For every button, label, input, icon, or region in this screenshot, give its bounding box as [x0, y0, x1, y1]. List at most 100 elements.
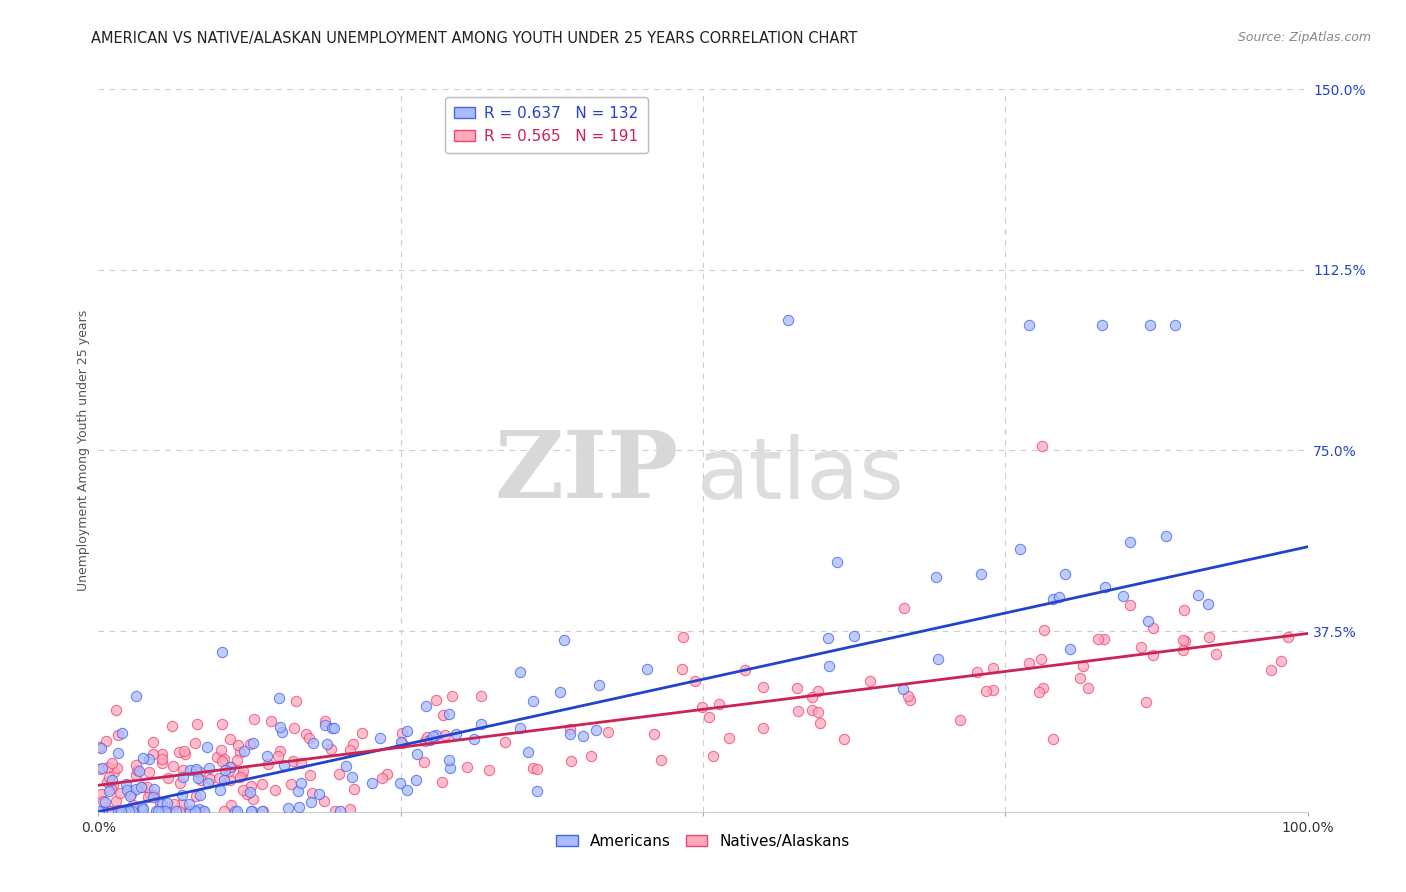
Point — [98, 784, 121, 798]
Point — [224, 804, 246, 818]
Point — [231, 768, 253, 782]
Point — [314, 714, 336, 728]
Point — [1077, 681, 1099, 696]
Point — [280, 777, 302, 791]
Point — [697, 710, 720, 724]
Point — [91, 804, 114, 818]
Point — [298, 731, 321, 746]
Point — [187, 771, 209, 785]
Point — [1136, 614, 1159, 628]
Point — [240, 804, 263, 818]
Point — [239, 737, 262, 751]
Point — [478, 764, 501, 778]
Point — [153, 804, 176, 818]
Point — [776, 313, 799, 327]
Point — [817, 631, 839, 645]
Point — [219, 760, 242, 774]
Point — [1173, 603, 1195, 617]
Point — [323, 721, 346, 735]
Point — [173, 747, 195, 761]
Point — [100, 773, 122, 788]
Point — [288, 800, 311, 814]
Point — [242, 736, 264, 750]
Point — [89, 739, 111, 754]
Point — [692, 700, 714, 714]
Point — [1087, 632, 1109, 647]
Point — [242, 791, 264, 805]
Point — [283, 754, 305, 768]
Point — [150, 797, 173, 811]
Point — [150, 804, 173, 818]
Point — [596, 724, 619, 739]
Point — [117, 804, 139, 818]
Point — [396, 783, 419, 797]
Point — [419, 733, 441, 747]
Point — [308, 787, 330, 801]
Point — [114, 804, 136, 818]
Point — [98, 804, 121, 818]
Point — [91, 794, 114, 808]
Point — [1028, 685, 1050, 699]
Point — [463, 732, 485, 747]
Point — [1187, 588, 1209, 602]
Point — [90, 787, 112, 801]
Point — [717, 731, 740, 745]
Point — [150, 752, 173, 766]
Point — [214, 772, 236, 787]
Point — [87, 804, 110, 818]
Point — [197, 775, 219, 789]
Point — [470, 689, 492, 703]
Point — [101, 778, 124, 792]
Text: ZIP: ZIP — [495, 427, 679, 517]
Point — [509, 665, 531, 679]
Point — [371, 771, 394, 785]
Point — [257, 756, 280, 771]
Point — [233, 744, 256, 758]
Point — [112, 804, 135, 818]
Point — [90, 741, 112, 756]
Point — [159, 804, 181, 818]
Point — [270, 724, 292, 739]
Point — [214, 763, 236, 777]
Point — [125, 690, 148, 704]
Point — [1008, 541, 1031, 556]
Point — [806, 684, 828, 698]
Point — [104, 794, 127, 808]
Point — [101, 756, 124, 770]
Point — [229, 770, 252, 784]
Point — [172, 788, 194, 802]
Point — [290, 776, 312, 790]
Point — [186, 789, 208, 803]
Point — [91, 761, 114, 775]
Point — [104, 703, 127, 717]
Point — [412, 755, 434, 769]
Point — [440, 690, 463, 704]
Point — [186, 804, 208, 818]
Point — [388, 776, 411, 790]
Point — [142, 747, 165, 762]
Point — [260, 714, 283, 728]
Point — [588, 678, 610, 692]
Point — [190, 773, 212, 788]
Text: AMERICAN VS NATIVE/ALASKAN UNEMPLOYMENT AMONG YOUTH UNDER 25 YEARS CORRELATION C: AMERICAN VS NATIVE/ALASKAN UNEMPLOYMENT … — [91, 31, 858, 46]
Point — [974, 684, 997, 698]
Point — [198, 761, 221, 775]
Point — [218, 731, 240, 746]
Point — [439, 761, 461, 775]
Point — [124, 781, 146, 796]
Point — [111, 804, 134, 818]
Point — [269, 744, 291, 758]
Point — [212, 752, 235, 766]
Point — [685, 673, 707, 688]
Point — [405, 747, 427, 762]
Point — [150, 756, 173, 770]
Point — [269, 690, 291, 705]
Point — [368, 731, 391, 746]
Point — [98, 770, 121, 784]
Point — [100, 804, 122, 818]
Point — [184, 804, 207, 818]
Point — [188, 788, 211, 802]
Point — [100, 781, 122, 796]
Point — [671, 662, 693, 676]
Point — [285, 694, 308, 708]
